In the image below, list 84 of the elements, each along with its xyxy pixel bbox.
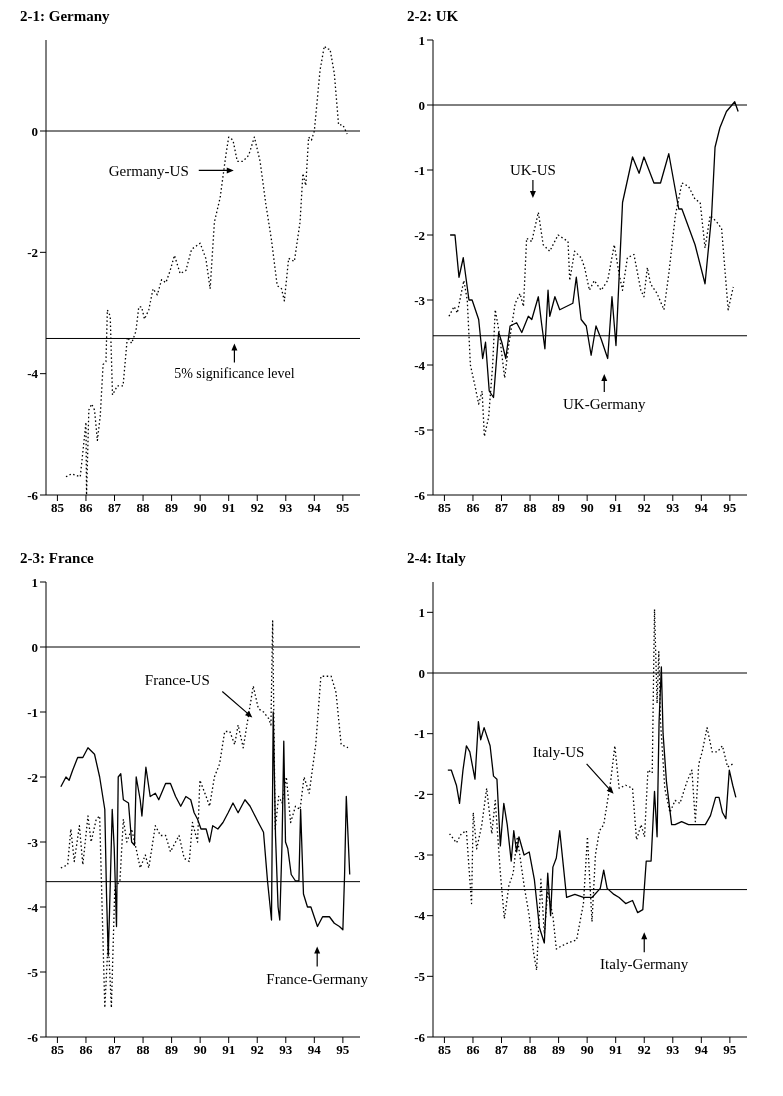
- x-tick-label: 95: [723, 500, 737, 516]
- y-tick-label: -5: [27, 964, 39, 980]
- legend-label: UK-Germany: [563, 396, 646, 413]
- x-tick-label: 90: [193, 1042, 207, 1058]
- x-tick-label: 86: [466, 1042, 480, 1058]
- legend-label: Italy-Germany: [600, 956, 689, 973]
- x-tick-label: 95: [336, 1042, 350, 1058]
- x-tick-label: 89: [165, 500, 179, 516]
- ref-line-label: 5% significance level: [174, 366, 295, 382]
- x-tick-label: 89: [552, 500, 566, 516]
- x-tick-label: 92: [637, 1042, 651, 1058]
- x-tick-label: 93: [279, 500, 293, 516]
- x-tick-label: 94: [694, 500, 709, 516]
- x-tick-label: 91: [222, 1042, 236, 1058]
- x-tick-label: 93: [666, 500, 680, 516]
- y-tick-label: -1: [414, 726, 425, 742]
- x-tick-label: 92: [250, 500, 264, 516]
- chart-title: 2-3: France: [20, 550, 95, 568]
- x-tick-label: 95: [336, 500, 350, 516]
- x-tick-label: 94: [307, 1042, 322, 1058]
- x-tick-label: 93: [666, 1042, 680, 1058]
- text: UK-US: [509, 162, 556, 179]
- x-tick-label: 88: [136, 500, 151, 516]
- y-tick-label: 0: [418, 665, 425, 681]
- y-tick-label: -6: [27, 487, 39, 503]
- y-tick-label: -2: [414, 227, 425, 243]
- y-tick-label: -4: [27, 899, 39, 915]
- x-tick-label: 88: [523, 500, 538, 516]
- chart-title: 2-1: Germany: [20, 8, 111, 26]
- y-tick-label: -6: [27, 1029, 39, 1045]
- x-tick-label: 87: [495, 500, 509, 516]
- y-tick-label: -3: [27, 834, 39, 850]
- x-tick-label: 85: [437, 500, 452, 516]
- y-tick-label: -5: [414, 968, 426, 984]
- x-tick-label: 86: [79, 1042, 93, 1058]
- x-tick-label: 87: [108, 1042, 122, 1058]
- y-tick-label: 0: [418, 97, 425, 113]
- x-tick-label: 88: [136, 1042, 151, 1058]
- x-tick-label: 92: [637, 500, 651, 516]
- y-tick-label: -4: [27, 366, 39, 382]
- x-tick-label: 87: [495, 1042, 509, 1058]
- text: France-US: [144, 671, 210, 688]
- chart-title: 2-4: Italy: [407, 550, 467, 568]
- legend-label: France-Germany: [266, 970, 369, 987]
- x-tick-label: 94: [694, 1042, 709, 1058]
- x-tick-label: 89: [165, 1042, 179, 1058]
- x-tick-label: 92: [250, 1042, 264, 1058]
- y-tick-label: -5: [414, 422, 426, 438]
- y-tick-label: 1: [418, 604, 425, 620]
- y-tick-label: -4: [414, 908, 426, 924]
- x-tick-label: 95: [723, 1042, 737, 1058]
- x-tick-label: 88: [523, 1042, 538, 1058]
- y-tick-label: -3: [414, 292, 426, 308]
- y-tick-label: -2: [27, 769, 38, 785]
- x-tick-label: 86: [79, 500, 93, 516]
- x-tick-label: 87: [108, 500, 122, 516]
- y-tick-label: -4: [414, 357, 426, 373]
- x-tick-label: 90: [193, 500, 207, 516]
- y-tick-label: 0: [31, 639, 38, 655]
- y-tick-label: 1: [31, 574, 38, 590]
- x-tick-label: 91: [609, 500, 623, 516]
- x-tick-label: 85: [50, 1042, 65, 1058]
- x-tick-label: 90: [580, 500, 594, 516]
- x-tick-label: 89: [552, 1042, 566, 1058]
- y-tick-label: -3: [414, 847, 426, 863]
- y-tick-label: -2: [27, 244, 38, 260]
- x-tick-label: 93: [279, 1042, 293, 1058]
- legend-label: Germany-US: [108, 162, 189, 179]
- x-tick-label: 91: [609, 1042, 623, 1058]
- x-tick-label: 85: [50, 500, 65, 516]
- y-tick-label: 0: [31, 123, 38, 139]
- series-label: Italy-US: [532, 744, 585, 761]
- y-tick-label: -6: [414, 487, 426, 503]
- x-tick-label: 91: [222, 500, 236, 516]
- y-tick-label: 1: [418, 32, 425, 48]
- x-tick-label: 90: [580, 1042, 594, 1058]
- y-tick-label: -2: [414, 786, 425, 802]
- chart-title: 2-2: UK: [407, 8, 460, 26]
- x-tick-label: 85: [437, 1042, 452, 1058]
- x-tick-label: 86: [466, 500, 480, 516]
- y-tick-label: -1: [27, 704, 38, 720]
- x-tick-label: 94: [307, 500, 322, 516]
- y-tick-label: -1: [414, 162, 425, 178]
- y-tick-label: -6: [414, 1029, 426, 1045]
